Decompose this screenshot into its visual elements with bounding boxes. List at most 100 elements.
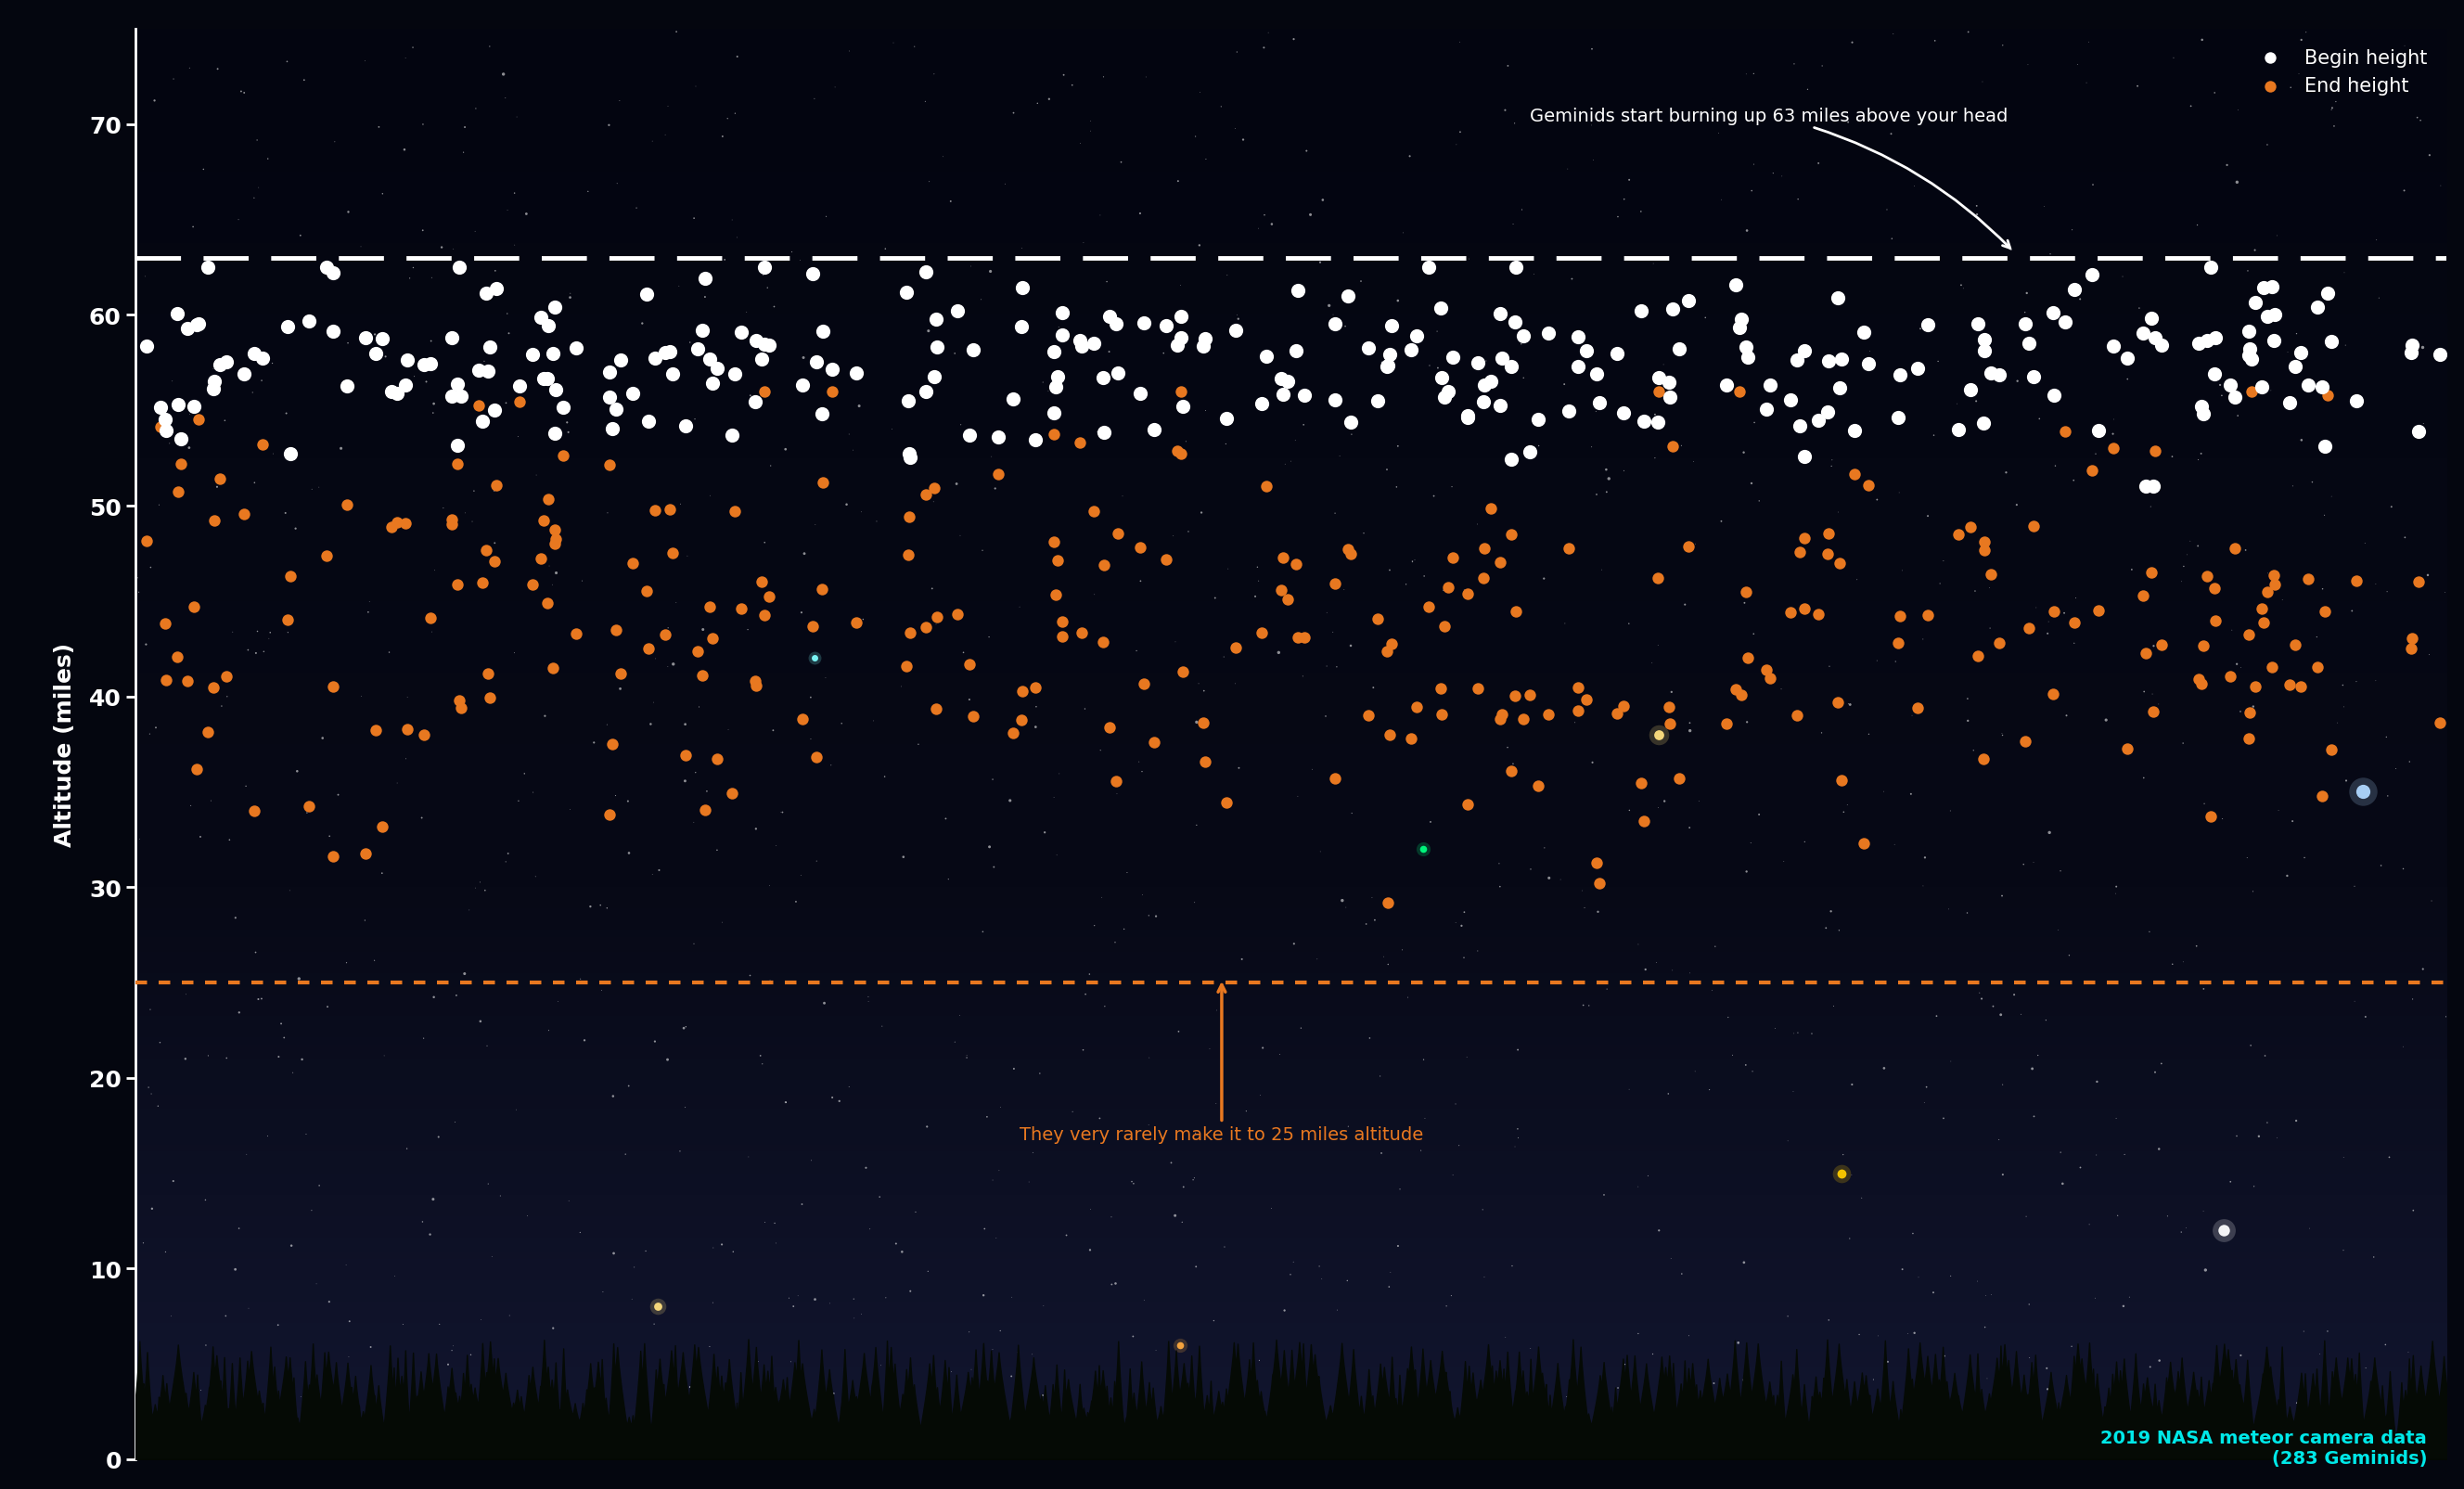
Point — [495, 182, 535, 205]
Point — [1266, 371, 1306, 395]
Point — [269, 316, 308, 339]
Point — [1264, 546, 1303, 570]
Point — [195, 369, 234, 393]
Point — [1429, 380, 1469, 404]
Text: They very rarely make it to 25 miles altitude: They very rarely make it to 25 miles alt… — [1020, 986, 1424, 1144]
Point — [463, 572, 503, 596]
Point — [1133, 731, 1173, 755]
Point — [1291, 204, 1331, 228]
Point — [458, 395, 498, 418]
Point — [1099, 523, 1138, 546]
Point — [1350, 1026, 1390, 1050]
Point — [781, 1193, 821, 1217]
Point — [414, 393, 453, 417]
Point — [461, 871, 500, 895]
Point — [1915, 1281, 1954, 1304]
Point — [2400, 109, 2439, 133]
Point — [1971, 563, 2011, 587]
Point — [1496, 1135, 1535, 1158]
Point — [1971, 616, 2011, 640]
Point — [1887, 1322, 1927, 1346]
Point — [2220, 657, 2259, 680]
Point — [2020, 408, 2060, 432]
Point — [2195, 576, 2235, 600]
Point — [1811, 899, 1850, 923]
Point — [1811, 454, 1850, 478]
Point — [1308, 295, 1348, 319]
Point — [929, 868, 968, 892]
Point — [650, 341, 690, 365]
Point — [1215, 118, 1254, 141]
Point — [796, 351, 835, 375]
Point — [424, 497, 463, 521]
Point — [1003, 680, 1042, 704]
Point — [1843, 320, 1882, 344]
Point — [227, 774, 266, 798]
Point — [1648, 371, 1688, 395]
Point — [1907, 603, 1947, 627]
Point — [1900, 1266, 1939, 1289]
Point — [1328, 538, 1368, 561]
Point — [1821, 1161, 1860, 1185]
Point — [495, 234, 535, 258]
Point — [1392, 727, 1432, 750]
Point — [2183, 1200, 2223, 1224]
Point — [1924, 1345, 1964, 1368]
Point — [192, 676, 232, 700]
Point — [2232, 380, 2272, 404]
Point — [646, 624, 685, 648]
Point — [670, 1376, 710, 1400]
Point — [1907, 1075, 1947, 1099]
Point — [1809, 350, 1848, 374]
Point — [648, 616, 687, 640]
Point — [237, 130, 276, 153]
Point — [2045, 311, 2085, 335]
Point — [2242, 597, 2282, 621]
Point — [562, 569, 601, 593]
Point — [1779, 1021, 1818, 1045]
Point — [471, 36, 510, 60]
Point — [549, 286, 589, 310]
Point — [742, 348, 781, 372]
Point — [2405, 412, 2444, 436]
Point — [170, 794, 209, 817]
Point — [845, 1155, 885, 1179]
Point — [1449, 247, 1488, 271]
Point — [2247, 561, 2287, 585]
Point — [328, 494, 367, 518]
Point — [1161, 274, 1200, 298]
Point — [436, 984, 476, 1008]
Point — [345, 908, 384, 932]
Point — [407, 371, 446, 395]
Point — [828, 493, 867, 517]
Point — [963, 539, 1003, 563]
Point — [1579, 901, 1619, 925]
Point — [1873, 22, 1912, 46]
Point — [2055, 610, 2094, 634]
Point — [165, 1047, 205, 1071]
Point — [195, 509, 234, 533]
Point — [2163, 731, 2203, 755]
Point — [1387, 573, 1427, 597]
Point — [2141, 634, 2181, 658]
Point — [1651, 386, 1690, 409]
Point — [589, 115, 628, 138]
Point — [1621, 299, 1661, 323]
Point — [1096, 770, 1136, 794]
Point — [2255, 329, 2294, 353]
Point — [1496, 256, 1535, 280]
Point — [1444, 901, 1483, 925]
Point — [1104, 485, 1143, 509]
Point — [1491, 523, 1530, 546]
Point — [1281, 1017, 1321, 1041]
Point — [1907, 505, 1947, 529]
Point — [1942, 274, 1981, 298]
Point — [2028, 610, 2067, 634]
Point — [890, 447, 929, 471]
Point — [917, 335, 956, 359]
Point — [1027, 380, 1067, 404]
Point — [1276, 339, 1316, 363]
Point — [2257, 225, 2296, 249]
Point — [991, 1364, 1030, 1388]
Point — [752, 969, 791, 993]
